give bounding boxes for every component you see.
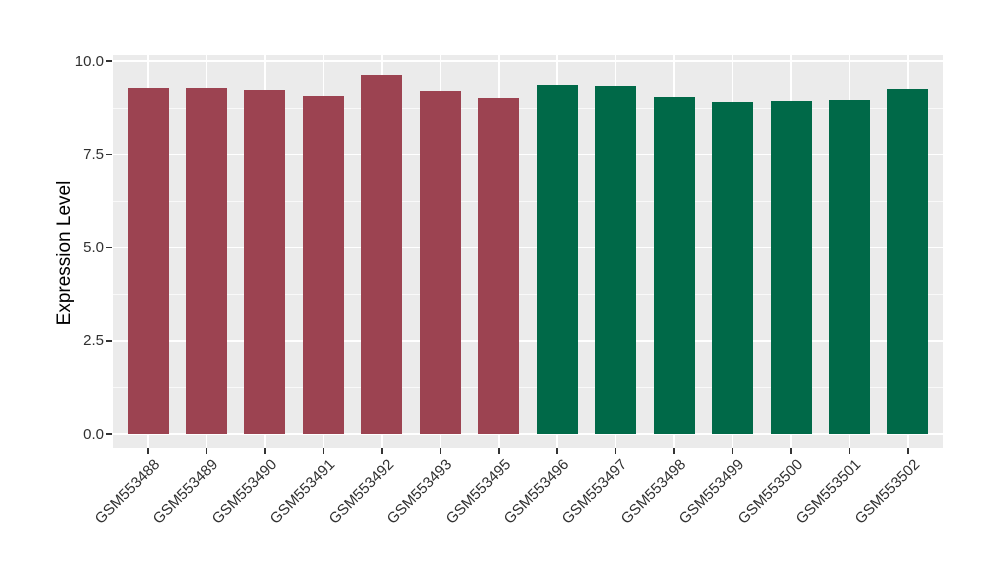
bar-GSM553500 bbox=[770, 100, 812, 434]
x-tick-mark-GSM553502 bbox=[907, 448, 909, 454]
y-tick-label-2.5: 2.5 bbox=[83, 332, 104, 350]
x-tick-mark-GSM553497 bbox=[614, 448, 617, 454]
y-tick-label-5.0: 5.0 bbox=[83, 239, 104, 256]
bar-GSM553493 bbox=[419, 90, 461, 434]
y-tick-mark-5.0 bbox=[106, 246, 112, 249]
x-tick-mark-GSM553488 bbox=[147, 448, 149, 454]
x-tick-mark-GSM553499 bbox=[731, 448, 734, 454]
bar-GSM553495 bbox=[478, 97, 520, 434]
x-tick-mark-GSM553498 bbox=[673, 448, 675, 454]
plot-panel bbox=[113, 55, 943, 448]
bar-GSM553490 bbox=[244, 90, 286, 434]
gridline-major-y-0 bbox=[113, 433, 943, 435]
y-tick-mark-10.0 bbox=[106, 60, 112, 62]
x-tick-mark-GSM553489 bbox=[205, 448, 208, 454]
y-tick-label-0.0: 0.0 bbox=[83, 425, 104, 443]
x-tick-mark-GSM553491 bbox=[322, 448, 325, 454]
x-tick-mark-GSM553496 bbox=[556, 448, 558, 454]
gridline-minor-y-3.75 bbox=[113, 294, 943, 296]
bar-GSM553499 bbox=[712, 102, 754, 434]
y-tick-mark-0.0 bbox=[106, 433, 112, 435]
bar-GSM553489 bbox=[186, 87, 228, 434]
y-tick-mark-2.5 bbox=[106, 340, 112, 342]
y-tick-mark-7.5 bbox=[106, 153, 112, 155]
bar-GSM553501 bbox=[828, 99, 870, 434]
gridline-major-y-2.5 bbox=[113, 340, 943, 342]
x-tick-mark-GSM553492 bbox=[381, 448, 383, 454]
gridline-major-y-10 bbox=[113, 60, 943, 62]
gridline-minor-y-1.25 bbox=[113, 387, 943, 389]
bar-GSM553497 bbox=[595, 85, 637, 434]
y-tick-label-7.5: 7.5 bbox=[83, 145, 104, 163]
x-tick-mark-GSM553501 bbox=[848, 448, 851, 454]
gridline-minor-y-6.25 bbox=[113, 200, 943, 202]
bar-GSM553492 bbox=[361, 75, 403, 434]
gridline-major-y-5 bbox=[113, 246, 943, 249]
x-tick-mark-GSM553495 bbox=[498, 448, 500, 454]
bar-GSM553502 bbox=[887, 88, 929, 434]
bar-GSM553498 bbox=[653, 96, 695, 434]
gridline-minor-y-8.75 bbox=[113, 107, 943, 109]
gridline-major-y-7.5 bbox=[113, 153, 943, 155]
x-tick-mark-GSM553493 bbox=[439, 448, 442, 454]
bar-GSM553496 bbox=[536, 84, 578, 434]
y-tick-label-10.0: 10.0 bbox=[74, 52, 104, 70]
x-tick-mark-GSM553490 bbox=[264, 448, 266, 454]
bar-GSM553488 bbox=[127, 87, 169, 434]
bar-GSM553491 bbox=[302, 96, 344, 434]
x-tick-mark-GSM553500 bbox=[790, 448, 792, 454]
